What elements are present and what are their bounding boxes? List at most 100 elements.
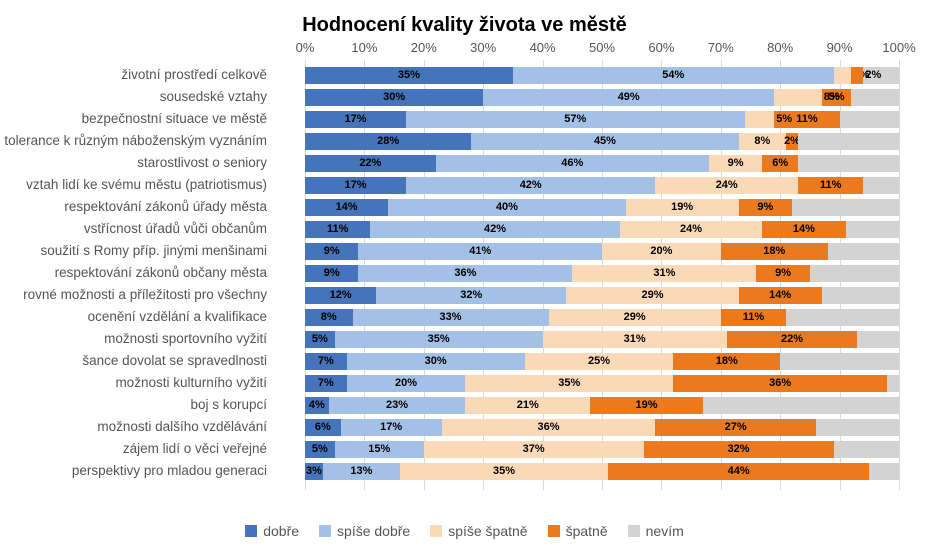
bar-segment: 9% <box>305 265 358 282</box>
chart-row: vztah lidí ke svému městu (patriotismus)… <box>305 174 899 196</box>
legend-label: dobře <box>263 523 299 539</box>
bar-segment: 30% <box>347 353 525 370</box>
bar-segment: 9% <box>756 265 809 282</box>
bar-segment-label: 7% <box>318 355 334 367</box>
bar-track: 17%57%5%11% <box>305 111 899 128</box>
legend-label: nevím <box>646 523 684 539</box>
bar-segment-label: 49% <box>618 91 640 103</box>
bar-segment-label: 5% <box>312 443 328 455</box>
bar-segment-label: 11% <box>743 311 764 323</box>
bar-segment: 11% <box>305 221 370 238</box>
legend-label: spíše špatně <box>448 523 527 539</box>
legend-swatch <box>319 525 331 537</box>
bar-segment: 27% <box>655 419 815 436</box>
chart-container: Hodnocení kvality života ve městě 0%10%2… <box>0 0 929 554</box>
bar-segment: 7% <box>305 375 347 392</box>
bar-segment-label: 32% <box>460 289 482 301</box>
x-axis-tick-label: 90% <box>827 40 853 55</box>
category-label: možnosti sportovního vyžití <box>0 328 267 350</box>
bar-segment-label: 40% <box>496 201 518 213</box>
category-label: bezpečnostní situace ve městě <box>0 108 267 130</box>
bar-segment: 12% <box>305 287 376 304</box>
bar-segment: 40% <box>388 199 626 216</box>
category-label: rovné možnosti a příležitosti pro všechn… <box>0 284 267 306</box>
bar-segment: 23% <box>329 397 466 414</box>
bar-segment-label: 22% <box>781 333 803 345</box>
bar-segment: 31% <box>572 265 756 282</box>
bar-segment-label: 25% <box>588 355 610 367</box>
bar-segment-label: 21% <box>517 399 539 411</box>
bar-segment: 24% <box>620 221 763 238</box>
legend: dobřespíše dobřespíše špatněšpatněnevím <box>0 523 929 540</box>
bar-segment-label: 30% <box>425 355 447 367</box>
bar-segment <box>816 419 899 436</box>
bar-segment-label: 9% <box>728 157 744 169</box>
bar-segment: 19% <box>590 397 703 414</box>
chart-row: perspektivy pro mladou generaci3%13%35%4… <box>305 460 899 482</box>
bar-track: 22%46%9%6% <box>305 155 899 172</box>
bar-segment-label: 29% <box>641 289 663 301</box>
bar-segment-label: 35% <box>398 69 420 81</box>
x-axis-tick-label: 100% <box>882 40 915 55</box>
category-label: boj s korupcí <box>0 394 267 416</box>
bar-segment: 18% <box>673 353 780 370</box>
bar-segment: 35% <box>400 463 608 480</box>
bar-segment-label: 33% <box>440 311 462 323</box>
bar-segment <box>834 441 899 458</box>
bar-segment: 32% <box>376 287 566 304</box>
legend-item: špatně <box>548 523 608 539</box>
chart-title: Hodnocení kvality života ve městě <box>0 0 929 37</box>
bar-segment-label: 17% <box>344 179 366 191</box>
bar-segment: 32% <box>644 441 834 458</box>
bar-segment: 9% <box>709 155 762 172</box>
bar-segment: 21% <box>465 397 590 414</box>
bar-segment: 29% <box>566 287 738 304</box>
bar-segment: 5% <box>305 331 335 348</box>
bar-segment-label: 36% <box>537 421 559 433</box>
bar-segment-label: 35% <box>493 465 515 477</box>
bar-segment-label: 6% <box>315 421 331 433</box>
bar-segment-label: 11% <box>327 223 348 235</box>
bar-segment-label: 36% <box>454 267 476 279</box>
category-label: ocenění vzdělání a kvalifikace <box>0 306 267 328</box>
category-label: tolerance k různým náboženským vyznáním <box>0 130 267 152</box>
bar-segment-label: 57% <box>564 113 586 125</box>
chart-row: životní prostředí celkově35%54%3%2% <box>305 64 899 86</box>
category-label: životní prostředí celkově <box>0 64 267 86</box>
bar-track: 4% 23% 21% 19% <box>305 397 899 414</box>
bar-segment-label: 45% <box>594 135 616 147</box>
bar-segment: 31% <box>543 331 727 348</box>
bar-segment-label: 29% <box>624 311 646 323</box>
bar-segment-label: 4% <box>309 399 325 411</box>
bar-segment-label: 7% <box>318 377 334 389</box>
bar-segment <box>828 243 899 260</box>
bar-segment: 35% <box>335 331 543 348</box>
bar-segment: 49% <box>483 89 774 106</box>
bar-segment: 14% <box>762 221 845 238</box>
bar-segment-label: 24% <box>716 179 738 191</box>
bar-segment-label: 27% <box>725 421 747 433</box>
chart-row: možnosti sportovního vyžití5%35%31%22% <box>305 328 899 350</box>
bar-segment: 11% <box>798 177 863 194</box>
legend-item: spíše špatně <box>430 523 527 539</box>
chart-row: starostlivost o seniory22%46%9%6% <box>305 152 899 174</box>
x-axis-tick-label: 80% <box>767 40 793 55</box>
bar-segment-label: 5% <box>312 333 328 345</box>
bar-segment: 11% <box>721 309 786 326</box>
chart-row: ocenění vzdělání a kvalifikace8%33%29%11… <box>305 306 899 328</box>
bar-segment-label: 15% <box>368 443 390 455</box>
bar-segment: 15% <box>335 441 424 458</box>
bar-segment: 8% <box>774 89 822 106</box>
bar-segment: 35% <box>465 375 673 392</box>
x-axis-tick-label: 60% <box>648 40 674 55</box>
bar-segment <box>851 89 899 106</box>
bar-segment <box>869 463 899 480</box>
bar-segment: 22% <box>305 155 436 172</box>
bar-track: 8%33%29%11% <box>305 309 899 326</box>
bar-segment-label: 14% <box>793 223 815 235</box>
bar-segment: 14% <box>739 287 822 304</box>
bar-segment: 17% <box>341 419 442 436</box>
x-axis-labels: 0%10%20%30%40%50%60%70%80%90%100% <box>305 40 899 60</box>
bar-track: 35%54%3%2% <box>305 67 899 84</box>
bar-segment: 18% <box>721 243 828 260</box>
